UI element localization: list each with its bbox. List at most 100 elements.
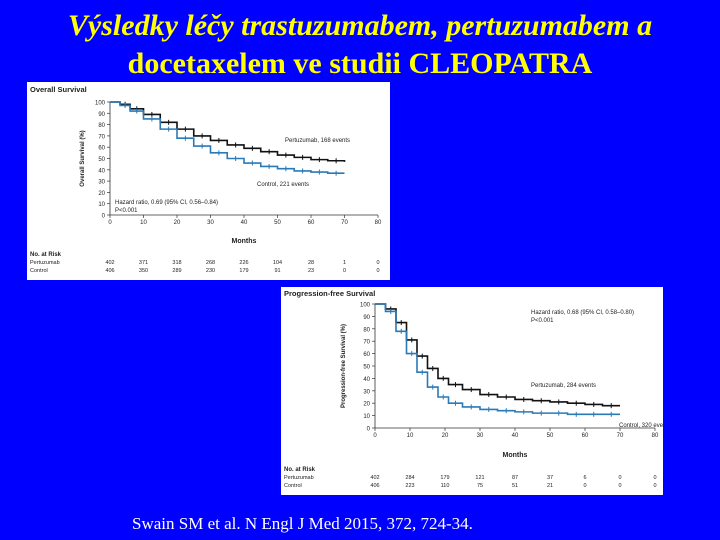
y-tick-label: 40: [363, 377, 370, 383]
risk-table-value: 223: [405, 483, 414, 489]
risk-table-value: 121: [475, 475, 484, 481]
risk-table-value: 0: [376, 268, 379, 274]
y-tick-label: 10: [98, 202, 105, 208]
y-tick-label: 80: [363, 327, 370, 333]
series-label-pertuzumab: Pertuzumab, 168 events: [285, 138, 350, 144]
y-tick-label: 40: [98, 168, 105, 174]
x-tick-label: 40: [512, 433, 519, 439]
y-axis-label: Overall Survival (%): [80, 130, 86, 186]
risk-table-value: 6: [583, 475, 586, 481]
y-tick-label: 30: [98, 180, 105, 186]
risk-table-value: 0: [653, 483, 656, 489]
y-tick-label: 90: [363, 315, 370, 321]
citation-footer: Swain SM et al. N Engl J Med 2015, 372, …: [132, 514, 473, 533]
x-tick-label: 10: [140, 220, 147, 226]
y-tick-label: 100: [95, 101, 106, 107]
x-tick-label: 40: [241, 220, 248, 226]
y-tick-label: 50: [363, 365, 370, 371]
risk-table-value: 0: [618, 475, 621, 481]
x-tick-label: 50: [274, 220, 281, 226]
y-tick-label: 70: [98, 134, 105, 140]
risk-table-value: 289: [172, 268, 181, 274]
y-tick-label: 10: [363, 414, 370, 420]
x-axis-label: Months: [503, 452, 528, 459]
y-tick-label: 100: [360, 303, 371, 309]
x-axis-label: Months: [232, 238, 257, 245]
x-tick-label: 80: [652, 433, 659, 439]
y-tick-label: 0: [367, 427, 371, 433]
risk-table-value: 23: [308, 268, 314, 274]
hazard-ratio-annotation: P<0.001: [531, 318, 554, 324]
x-tick-label: 10: [407, 433, 414, 439]
series-line-pertuzumab: [110, 101, 346, 162]
risk-table-value: 350: [139, 268, 148, 274]
x-tick-label: 70: [617, 433, 624, 439]
y-tick-label: 90: [98, 112, 105, 118]
risk-table-value: 284: [405, 475, 414, 481]
risk-table-value: 51: [512, 483, 518, 489]
risk-table-header: No. at Risk: [30, 252, 62, 258]
risk-table-value: 0: [583, 483, 586, 489]
y-tick-label: 0: [102, 214, 106, 220]
risk-table-header: No. at Risk: [284, 467, 316, 473]
risk-table-row-label: Pertuzumab: [30, 260, 60, 266]
x-tick-label: 50: [547, 433, 554, 439]
risk-table-value: 226: [239, 260, 248, 266]
x-tick-label: 60: [582, 433, 589, 439]
chart-title: Progression-free Survival: [284, 289, 375, 298]
series-label-pertuzumab: Pertuzumab, 284 events: [531, 383, 596, 389]
x-tick-label: 80: [375, 220, 382, 226]
progression-free-survival-panel: Progression-free Survival 0 10 20 30 40 50 60 70…: [281, 287, 663, 495]
risk-table-value: 230: [206, 268, 215, 274]
risk-table-row-label: Control: [30, 268, 48, 274]
risk-table-value: 268: [206, 260, 215, 266]
risk-table-value: 402: [105, 260, 114, 266]
risk-table-value: 318: [172, 260, 181, 266]
risk-table-value: 406: [370, 483, 379, 489]
risk-table-value: 75: [477, 483, 483, 489]
x-tick-label: 20: [174, 220, 181, 226]
risk-table-value: 406: [105, 268, 114, 274]
risk-table-value: 0: [618, 483, 621, 489]
risk-table-value: 179: [239, 268, 248, 274]
risk-table-value: 28: [308, 260, 314, 266]
risk-table-value: 1: [343, 260, 346, 266]
hazard-ratio-annotation: Hazard ratio, 0.69 (95% CI, 0.56–0.84): [115, 200, 218, 206]
y-tick-label: 70: [363, 340, 370, 346]
risk-table-value: 0: [653, 475, 656, 481]
slide-title-line-2: docetaxelem ve studii CLEOPATRA: [127, 47, 593, 80]
risk-table-value: 104: [273, 260, 282, 266]
x-tick-label: 60: [308, 220, 315, 226]
slide-title-line-1: Výsledky léčy trastuzumabem, pertuzumabe…: [67, 9, 653, 42]
y-tick-label: 50: [98, 157, 105, 163]
hazard-ratio-annotation: Hazard ratio, 0.68 (95% CI, 0.58–0.80): [531, 310, 634, 316]
x-tick-label: 0: [108, 220, 112, 226]
x-tick-label: 0: [373, 433, 377, 439]
x-tick-label: 30: [207, 220, 214, 226]
series-label-control: Control, 320 events: [619, 423, 663, 429]
y-tick-label: 20: [98, 191, 105, 197]
y-tick-label: 60: [98, 146, 105, 152]
risk-table-value: 37: [547, 475, 553, 481]
hazard-ratio-annotation: P<0.001: [115, 208, 138, 214]
risk-table-row-label: Pertuzumab: [284, 475, 314, 481]
risk-table-value: 110: [441, 483, 450, 489]
y-tick-label: 30: [363, 389, 370, 395]
series-line-control: [375, 303, 620, 416]
y-axis-label: Progression-free Survival (%): [341, 324, 347, 408]
series-label-control: Control, 221 events: [257, 182, 309, 188]
risk-table-value: 0: [376, 260, 379, 266]
x-tick-label: 70: [341, 220, 348, 226]
risk-table-value: 91: [274, 268, 280, 274]
y-tick-label: 20: [363, 402, 370, 408]
progression-free-survival-chart: Progression-free Survival010203040506070…: [284, 289, 663, 489]
chart-title: Overall Survival: [30, 85, 87, 94]
risk-table-value: 21: [547, 483, 553, 489]
risk-table-row-label: Control: [284, 483, 302, 489]
x-tick-label: 30: [477, 433, 484, 439]
x-tick-label: 20: [442, 433, 449, 439]
risk-table-value: 402: [370, 475, 379, 481]
y-tick-label: 80: [98, 123, 105, 129]
risk-table-value: 179: [440, 475, 449, 481]
risk-table-value: 0: [343, 268, 346, 274]
